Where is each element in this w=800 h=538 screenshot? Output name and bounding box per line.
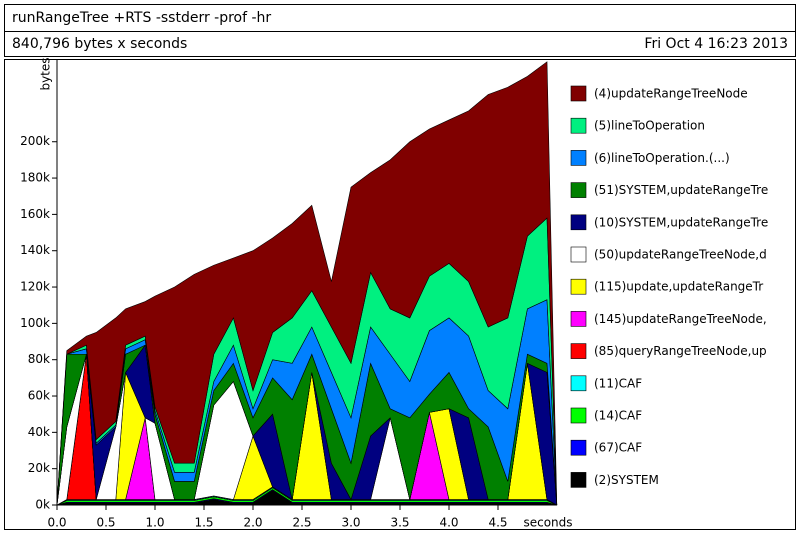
legend-label: (6)lineToOperation.(...): [594, 151, 730, 165]
legend-label: (4)updateRangeTreeNode: [594, 87, 748, 101]
legend-swatch: [570, 85, 587, 102]
legend-label: (145)updateRangeTreeNode,: [594, 312, 767, 326]
x-tick-label: 1.5: [194, 516, 213, 530]
x-tick-label: 4.0: [439, 516, 458, 530]
legend-label: (14)CAF: [594, 409, 642, 423]
x-tick-label: 3.5: [390, 516, 409, 530]
x-tick-label: 1.0: [145, 516, 164, 530]
y-tick-label: 180k: [20, 171, 50, 185]
legend-swatch: [570, 278, 587, 295]
x-tick-label: 2.0: [243, 516, 262, 530]
legend-swatch: [570, 117, 587, 134]
chart-title: runRangeTree +RTS -sstderr -prof -hr: [12, 10, 271, 26]
x-tick-label: 2.5: [292, 516, 311, 530]
legend-label: (67)CAF: [594, 441, 642, 455]
y-tick-label: 120k: [20, 280, 50, 294]
y-tick-label: 40k: [28, 425, 50, 439]
legend-swatch: [570, 407, 587, 424]
legend-label: (10)SYSTEM,updateRangeTre: [594, 215, 768, 229]
header-box: [4, 4, 796, 57]
plot-box: [4, 59, 796, 530]
x-tick-label: 4.5: [488, 516, 507, 530]
legend-swatch: [570, 375, 587, 392]
legend-label: (50)updateRangeTreeNode,d: [594, 248, 767, 262]
x-tick-label: 0.5: [96, 516, 115, 530]
x-tick-label: 0.0: [47, 516, 66, 530]
subtitle: 840,796 bytes x seconds: [12, 36, 187, 52]
y-tick-label: 20k: [28, 461, 50, 475]
y-tick-label: 140k: [20, 243, 50, 257]
legend-label: (2)SYSTEM: [594, 473, 659, 487]
x-tick-label: 3.0: [341, 516, 360, 530]
legend-swatch: [570, 311, 587, 327]
legend-swatch: [570, 214, 587, 231]
legend-swatch: [570, 246, 587, 263]
y-tick-label: 80k: [28, 352, 50, 366]
legend-swatch: [570, 472, 587, 488]
y-tick-label: 60k: [28, 389, 50, 403]
y-tick-label: 200k: [20, 134, 50, 148]
legend-swatch: [570, 182, 587, 198]
legend-label: (115)update,updateRangeTr: [594, 280, 763, 294]
legend-swatch: [570, 343, 587, 359]
date: Fri Oct 4 16:23 2013: [644, 36, 788, 52]
legend-swatch: [570, 439, 587, 456]
legend-label: (5)lineToOperation: [594, 119, 705, 133]
y-tick-label: 160k: [20, 207, 50, 221]
y-tick-label: 100k: [20, 316, 50, 330]
y-tick-label: 0k: [35, 498, 50, 512]
x-axis-label: seconds: [523, 516, 572, 530]
legend-label: (51)SYSTEM,updateRangeTre: [594, 183, 768, 197]
legend-label: (85)queryRangeTreeNode,up: [594, 344, 767, 358]
legend-label: (11)CAF: [594, 376, 642, 390]
y-axis-label: bytes: [39, 57, 53, 90]
legend-swatch: [570, 150, 587, 166]
